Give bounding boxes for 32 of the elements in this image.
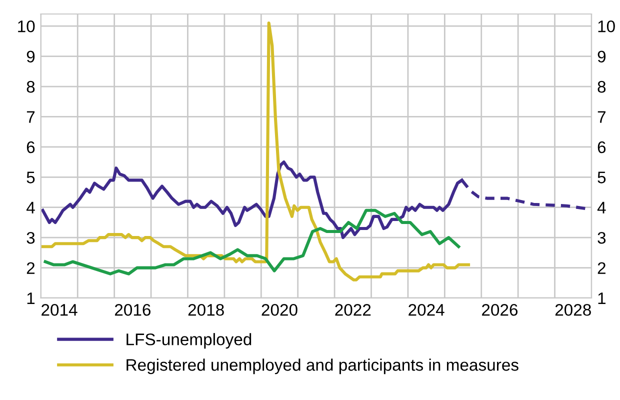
y2-tick-label: 4 (597, 202, 606, 214)
y2-tick-label: 10 (598, 20, 615, 32)
y2-tick-label: 1 (598, 292, 606, 304)
y2-tick-label: 2 (598, 262, 606, 274)
x-tick-label: 2028 (555, 304, 591, 316)
y-tick-label: 5 (26, 172, 35, 184)
line-series (40, 22, 470, 282)
y-tick-label: 1 (27, 292, 35, 304)
line-series (44, 208, 460, 276)
y2-tick-label: 9 (598, 50, 606, 62)
y2-tick-label: 5 (598, 172, 606, 184)
x-tick-label: 2014 (42, 304, 78, 316)
x-tick-label: 2026 (482, 304, 518, 316)
y2-tick-label: 3 (598, 232, 606, 244)
y2-tick-label: 6 (598, 141, 606, 154)
y2-tick-label: 7 (598, 111, 606, 123)
legend-label: Registered unemployed and participants in measures (126, 358, 518, 374)
x-tick-label: 2022 (335, 304, 371, 316)
y-tick-label: 10 (18, 20, 35, 32)
y-tick-label: 6 (26, 141, 35, 154)
x-tick-label: 2024 (408, 304, 444, 316)
y-tick-label: 9 (26, 50, 35, 62)
y-tick-label: 2 (26, 262, 35, 274)
y-tick-label: 8 (26, 80, 35, 93)
y-tick-label: 4 (26, 202, 35, 214)
y2-tick-label: 8 (598, 80, 606, 93)
x-tick-label: 2018 (188, 304, 224, 316)
x-tick-label: 2020 (262, 304, 298, 316)
legend-label: LFS-unemployed (126, 333, 252, 349)
y-tick-label: 7 (26, 111, 35, 123)
x-tick-label: 2016 (114, 304, 150, 316)
y-tick-label: 3 (26, 232, 35, 244)
